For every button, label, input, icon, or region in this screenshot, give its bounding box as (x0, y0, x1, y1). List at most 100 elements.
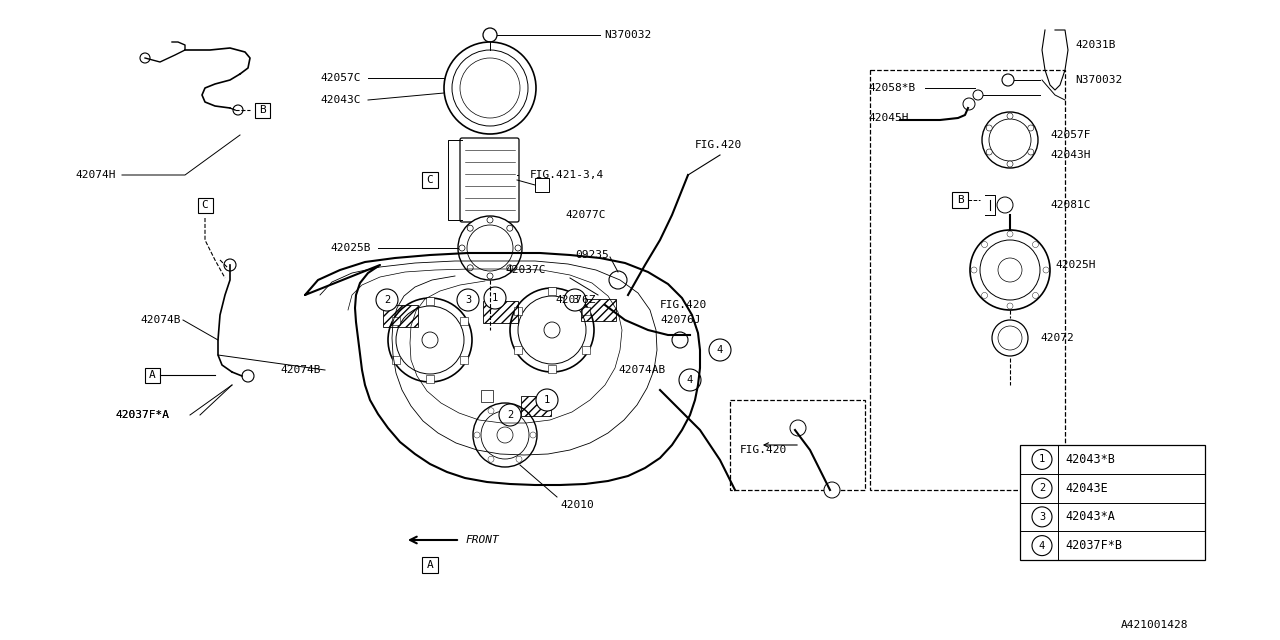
Circle shape (444, 42, 536, 134)
Bar (426, 375, 434, 383)
Text: 42076J: 42076J (660, 315, 700, 325)
Text: 3: 3 (1039, 512, 1046, 522)
Circle shape (678, 369, 701, 391)
Circle shape (488, 456, 494, 462)
Circle shape (982, 292, 988, 298)
Text: 42074H: 42074H (76, 170, 115, 180)
Circle shape (467, 225, 513, 271)
Bar (730, 400, 865, 490)
Circle shape (1007, 113, 1012, 119)
Circle shape (518, 296, 586, 364)
Bar (515, 307, 522, 314)
Text: A421001428: A421001428 (1121, 620, 1189, 630)
Circle shape (980, 240, 1039, 300)
Circle shape (989, 119, 1030, 161)
Text: 42072: 42072 (1039, 333, 1074, 343)
Circle shape (1033, 292, 1038, 298)
Text: 42037F*A: 42037F*A (115, 410, 169, 420)
Circle shape (1032, 449, 1052, 469)
Text: 42081C: 42081C (1050, 200, 1091, 210)
Bar (392, 355, 401, 364)
Circle shape (544, 322, 561, 338)
Circle shape (458, 216, 522, 280)
Bar (582, 346, 590, 353)
Circle shape (140, 53, 150, 63)
Circle shape (672, 332, 689, 348)
Circle shape (515, 245, 521, 251)
Text: 42043*B: 42043*B (1065, 453, 1115, 466)
Circle shape (982, 241, 988, 248)
Circle shape (396, 306, 465, 374)
Text: 42074AB: 42074AB (618, 365, 666, 375)
Bar (460, 355, 467, 364)
Text: 09235: 09235 (575, 250, 609, 260)
Text: 2: 2 (1039, 483, 1046, 493)
Circle shape (497, 427, 513, 443)
Circle shape (224, 259, 236, 271)
Circle shape (509, 288, 594, 372)
Circle shape (460, 58, 520, 118)
Circle shape (1007, 161, 1012, 167)
Text: 42058*B: 42058*B (868, 83, 915, 93)
Text: 2: 2 (507, 410, 513, 420)
Text: FRONT: FRONT (465, 535, 499, 545)
Circle shape (452, 50, 529, 126)
Bar (255, 102, 270, 118)
Circle shape (1002, 74, 1014, 86)
Circle shape (1007, 303, 1012, 309)
Circle shape (376, 289, 398, 311)
Circle shape (388, 298, 472, 382)
Circle shape (824, 482, 840, 498)
Text: 42025B: 42025B (330, 243, 370, 253)
Bar (383, 305, 417, 327)
Bar (460, 317, 467, 324)
Circle shape (963, 98, 975, 110)
Circle shape (467, 225, 474, 231)
Circle shape (1028, 125, 1034, 131)
FancyBboxPatch shape (460, 138, 518, 222)
Circle shape (486, 217, 493, 223)
Circle shape (467, 265, 474, 271)
Bar (392, 317, 401, 324)
Circle shape (1033, 241, 1038, 248)
Text: FIG.421-3,4: FIG.421-3,4 (530, 170, 604, 180)
Text: FIG.420: FIG.420 (740, 445, 787, 455)
Circle shape (564, 289, 586, 311)
Circle shape (982, 112, 1038, 168)
Bar (582, 307, 590, 314)
Bar (483, 301, 517, 323)
Circle shape (986, 125, 992, 131)
Text: 2: 2 (384, 295, 390, 305)
Text: 42037C: 42037C (506, 265, 545, 275)
Circle shape (474, 403, 538, 467)
Circle shape (973, 90, 983, 100)
Text: 42043E: 42043E (1065, 482, 1107, 495)
Text: B: B (259, 105, 265, 115)
Circle shape (970, 230, 1050, 310)
Bar (548, 287, 556, 295)
Text: 42074B: 42074B (140, 315, 180, 325)
Text: A: A (426, 560, 434, 570)
Bar (426, 297, 434, 305)
Bar (197, 198, 212, 212)
Circle shape (1028, 149, 1034, 155)
Circle shape (516, 408, 522, 413)
Text: 4: 4 (687, 375, 694, 385)
Bar (581, 299, 616, 321)
Bar (481, 390, 493, 402)
Text: FIG.420: FIG.420 (660, 300, 708, 310)
Circle shape (530, 432, 536, 438)
Circle shape (536, 389, 558, 411)
Text: 1: 1 (1039, 454, 1046, 465)
Text: 4: 4 (717, 345, 723, 355)
Circle shape (997, 197, 1012, 213)
Circle shape (1007, 231, 1012, 237)
Circle shape (242, 370, 253, 382)
Text: 42074B: 42074B (280, 365, 320, 375)
Bar (422, 172, 438, 188)
Text: 1: 1 (544, 395, 550, 405)
Text: 42037F*B: 42037F*B (1065, 539, 1123, 552)
Text: C: C (426, 175, 434, 185)
Bar (515, 346, 522, 353)
Text: 42010: 42010 (561, 500, 594, 510)
